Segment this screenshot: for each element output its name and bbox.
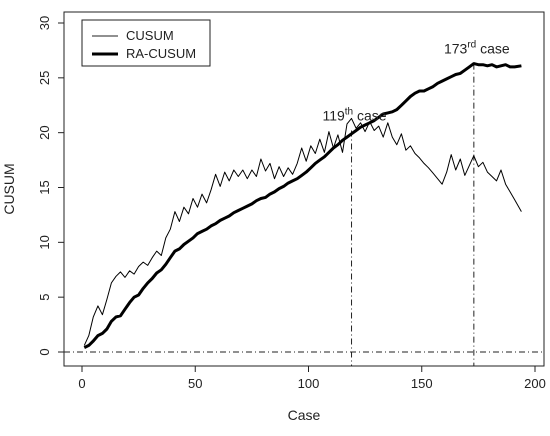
y-tick-label: 5 [37,294,52,301]
y-tick-label: 10 [37,235,52,249]
y-tick-label: 25 [37,71,52,85]
annotation-119: 119th case [322,106,386,123]
y-tick-label: 20 [37,125,52,139]
x-tick-label: 200 [524,376,546,391]
legend-label-ra-cusum: RA-CUSUM [126,46,196,61]
legend-label-cusum: CUSUM [126,28,174,43]
x-axis: 0 50 100 150 200 [78,366,546,391]
legend-box [81,19,211,67]
y-tick-label: 30 [37,16,52,30]
annotation-173: 173rd case [444,40,510,57]
x-axis-title: Case [288,407,321,423]
series-layer [83,62,522,349]
y-tick-label: 15 [37,180,52,194]
annotations: 119th case 173rd case [322,40,509,124]
x-tick-label: 50 [188,376,202,391]
series-line-cusum [83,117,522,346]
x-tick-label: 100 [298,376,320,391]
legend: CUSUM RA-CUSUM [81,19,211,67]
y-tick-label: 0 [37,348,52,355]
x-tick-label: 0 [78,376,85,391]
reference-lines [64,63,544,366]
y-axis: 0 5 10 15 20 25 30 [37,16,64,356]
y-axis-title: CUSUM [1,163,17,214]
x-tick-label: 150 [411,376,433,391]
series-line-ra-cusum [83,62,522,349]
plot-frame [63,11,545,367]
